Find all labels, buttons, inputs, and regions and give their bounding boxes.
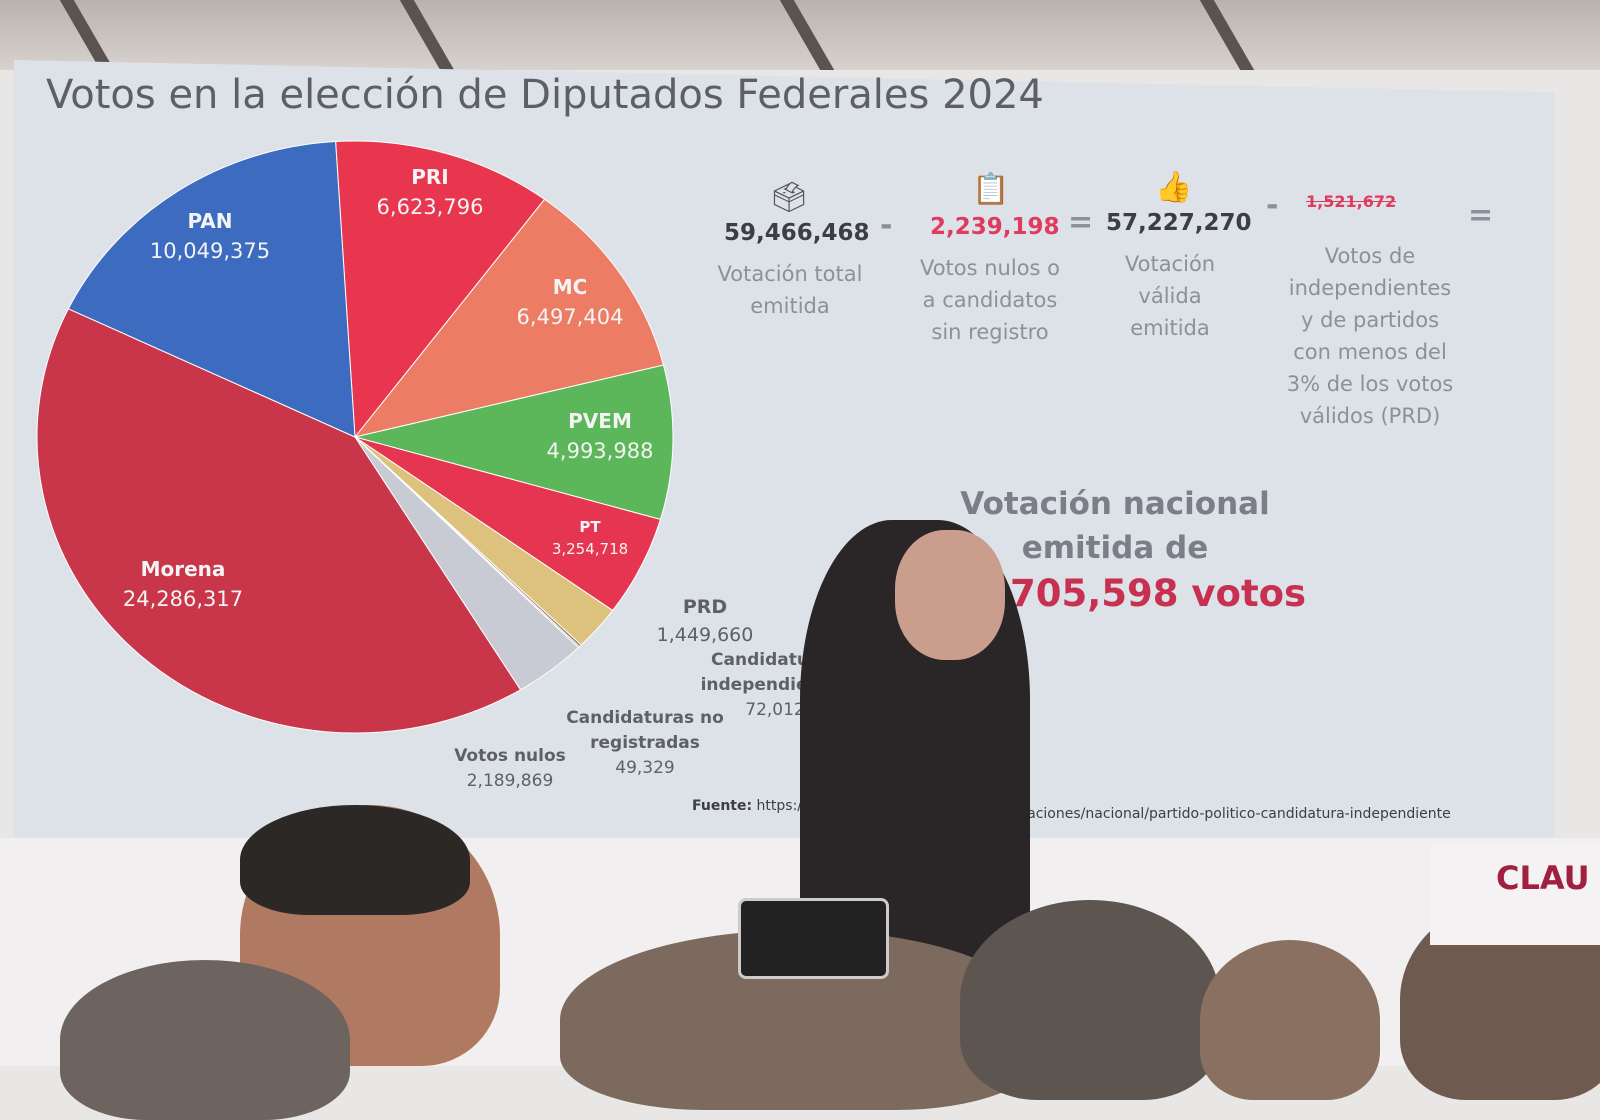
speaker-face [895, 530, 1005, 660]
audience-hair [240, 805, 470, 915]
label-votos-nulos: Votos nulos 2,189,869 [454, 746, 566, 791]
pie-slice-pri [335, 140, 546, 439]
independent-votes: 1,521,672 [1306, 192, 1397, 211]
ballot-box-icon: 🗳 [770, 180, 809, 215]
headline-value: 705,598 votos [1010, 572, 1307, 615]
minus-operator-2: - [1266, 188, 1279, 223]
minus-operator: - [880, 208, 893, 243]
label-pvem: PVEM 4,993,988 [546, 409, 654, 463]
label-pri: PRI 6,623,796 [376, 165, 484, 219]
pie-slice-pan [67, 141, 356, 438]
label-pan: PAN 10,049,375 [149, 209, 271, 263]
label-mc: MC 6,497,404 [516, 275, 624, 329]
headline: Votación nacional emitida de [960, 486, 1270, 566]
independent-caption: Votos de independientes y de partidos con m… [1286, 244, 1454, 428]
audience-member [960, 900, 1220, 1100]
label-prd: PRD 1,449,660 [656, 596, 754, 646]
clipboard-x-icon: 📋 [972, 172, 1010, 207]
sign-text: CLAU [1496, 859, 1590, 897]
pie-slice-pvem [354, 364, 674, 521]
source-url-end: iputaciones/nacional/partido-politico-ca… [1000, 806, 1451, 822]
audience-member [60, 960, 350, 1120]
total-caption: Votación total emitida [717, 262, 863, 318]
phone [738, 898, 889, 979]
label-candidaturas-no-registradas: Candidaturas no registradas 49,329 [566, 708, 724, 778]
total-votes: 59,466,468 [724, 220, 870, 246]
valid-votes: 57,227,270 [1106, 210, 1252, 236]
podium-sign: CLAU [1430, 845, 1600, 945]
thumbs-up-icon: 👍 [1155, 170, 1193, 205]
pie-slice-mc [353, 198, 665, 438]
null-votes: 2,239,198 [930, 214, 1060, 240]
audience-member [1200, 940, 1380, 1100]
valid-caption: Votación válida emitida [1124, 252, 1216, 340]
label-pt: PT 3,254,718 [551, 518, 629, 558]
pie-slice-morena [36, 308, 522, 734]
equals-operator-2: = [1468, 198, 1494, 233]
pie-chart [36, 140, 674, 734]
chart-title: Votos en la elección de Diputados Federa… [46, 72, 1044, 118]
tent-ceiling [0, 0, 1600, 70]
equals-operator: = [1068, 205, 1094, 240]
label-morena: Morena 24,286,317 [122, 557, 244, 611]
